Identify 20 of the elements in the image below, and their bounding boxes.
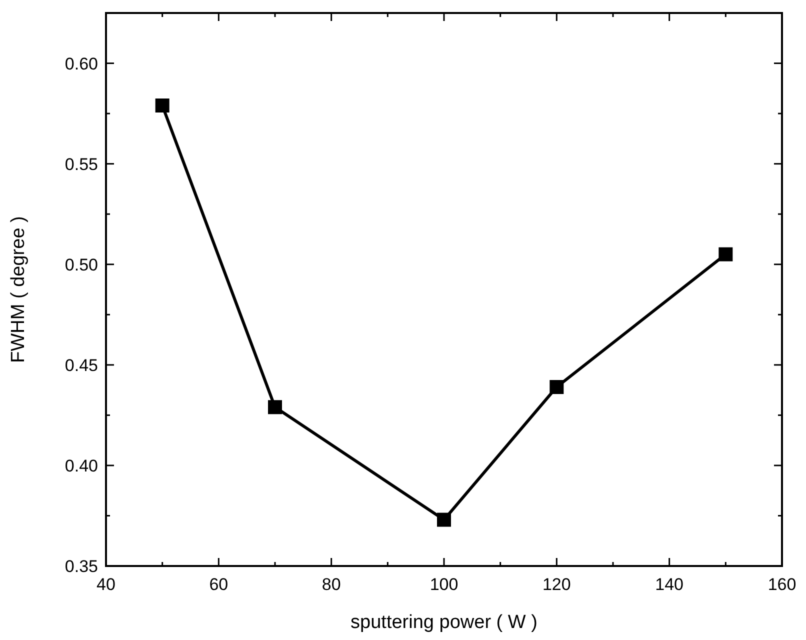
x-tick-label: 160 [768,575,796,594]
y-axis-title: FWHM ( degree ) [8,216,29,363]
x-tick-label: 120 [542,575,571,594]
y-tick-label: 0.35 [64,557,98,576]
point [718,247,733,262]
x-axis-title: sputtering power ( W ) [350,612,538,633]
x-tick-label: 80 [322,575,341,594]
point [550,380,564,394]
y-tick-label: 0.50 [64,255,98,274]
x-tick-label: 40 [96,575,116,594]
y-tick-label: 0.60 [64,54,98,74]
point [155,98,170,112]
x-tick-label: 100 [430,575,458,594]
y-tick-label: 0.55 [64,154,98,174]
x-tick-label: 60 [209,575,228,594]
point [437,512,451,527]
y-tick-label: 0.40 [64,456,98,476]
x-tick-label: 140 [655,575,684,594]
y-tick-label: 0.45 [64,356,98,375]
point [268,400,282,414]
